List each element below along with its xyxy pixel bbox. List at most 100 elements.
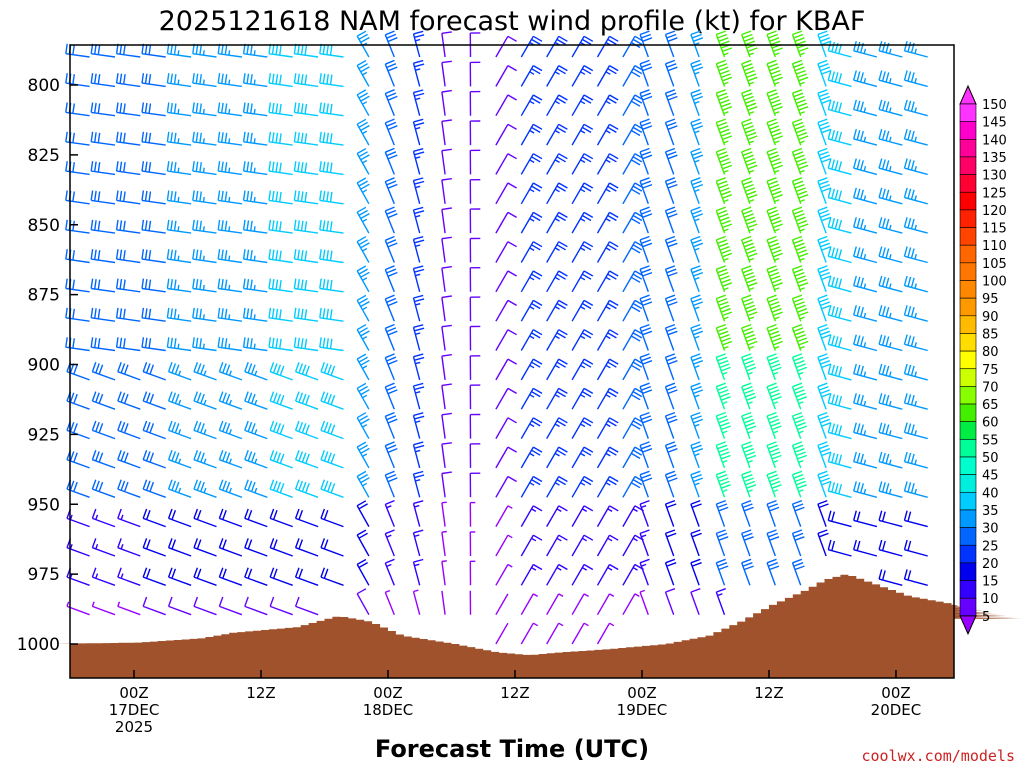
colorbar-label: 35	[982, 504, 999, 519]
wind-barb	[596, 241, 619, 263]
wind-barb	[294, 391, 319, 410]
wind-barb	[622, 417, 644, 439]
wind-barb	[903, 363, 928, 381]
credit-link[interactable]: coolwx.com/models	[861, 747, 1015, 765]
wind-barb	[827, 129, 852, 146]
terrain-layer	[46, 574, 1023, 678]
wind-barb	[495, 241, 517, 263]
wind-barb	[441, 383, 452, 410]
wind-barb	[320, 567, 344, 586]
wind-barb	[166, 73, 192, 88]
wind-barb	[115, 337, 141, 352]
wind-barb	[167, 479, 192, 498]
wind-barb	[412, 89, 425, 116]
wind-barb	[741, 235, 758, 263]
wind-barb	[903, 305, 928, 322]
wind-barb	[596, 505, 619, 527]
wind-barb	[546, 299, 568, 322]
wind-barb	[441, 207, 452, 234]
wind-barb	[878, 539, 903, 557]
wind-barb	[853, 129, 878, 146]
wind-barb	[117, 420, 141, 440]
wind-barb	[903, 246, 928, 264]
wind-barb	[269, 362, 293, 381]
wind-barb	[664, 441, 678, 469]
wind-barb	[90, 219, 116, 234]
wind-barb	[141, 190, 166, 205]
wind-barb	[117, 450, 141, 469]
wind-barb	[827, 41, 852, 58]
wind-barb	[441, 324, 452, 351]
wind-barb	[441, 560, 447, 586]
wind-barb	[690, 470, 704, 498]
wind-barb	[242, 249, 268, 264]
wind-barb	[715, 499, 729, 527]
wind-barb	[469, 531, 476, 557]
wind-barb	[622, 153, 644, 175]
wind-barb	[571, 387, 594, 410]
wind-barb	[167, 450, 192, 469]
wind-barb	[878, 70, 903, 88]
wind-barb	[115, 102, 141, 117]
wind-barb	[639, 177, 653, 205]
wind-barb	[664, 558, 677, 586]
wind-barb	[384, 294, 398, 322]
wind-barb	[441, 590, 446, 615]
wind-barb	[244, 420, 268, 440]
wind-barb	[356, 89, 370, 117]
wind-barb	[412, 382, 425, 410]
wind-barb	[817, 411, 832, 439]
wind-barb	[115, 307, 141, 322]
wind-barb	[664, 59, 678, 87]
x-tick-label: 18DEC	[363, 701, 414, 719]
wind-barb	[293, 190, 319, 205]
wind-barb	[495, 475, 517, 498]
wind-barb	[571, 593, 589, 616]
wind-barb	[715, 323, 733, 351]
wind-barb	[495, 153, 517, 175]
wind-barb	[853, 481, 878, 498]
wind-barb	[903, 99, 928, 117]
wind-barb	[167, 391, 192, 410]
wind-barb	[217, 102, 242, 117]
wind-barb	[715, 529, 729, 557]
wind-barb	[469, 325, 481, 351]
wind-barb	[817, 177, 832, 205]
wind-barb	[384, 59, 398, 87]
wind-barb	[141, 278, 166, 293]
wind-barb	[384, 323, 398, 351]
wind-barb	[441, 236, 452, 263]
wind-barb	[690, 411, 704, 439]
plot-frame	[69, 44, 955, 679]
wind-barb	[293, 43, 319, 58]
colorbar-label: 90	[982, 310, 999, 325]
wind-barb	[218, 567, 243, 586]
wind-barb	[242, 219, 268, 234]
wind-barb	[903, 481, 928, 498]
wind-barb	[242, 307, 268, 322]
wind-barb	[853, 422, 878, 440]
wind-barb	[142, 450, 166, 469]
wind-barb	[596, 211, 619, 234]
colorbar-label: 135	[982, 151, 1007, 166]
colorbar-swatch	[959, 333, 977, 352]
wind-barb	[520, 64, 543, 87]
y-tick-label: 925	[28, 425, 60, 445]
wind-barb	[166, 307, 192, 322]
wind-barb	[571, 35, 594, 58]
wind-barb	[90, 337, 116, 352]
wind-barb	[441, 89, 452, 116]
y-tick-label: 825	[28, 146, 60, 166]
colorbar-label: 140	[982, 133, 1007, 148]
wind-barb	[690, 265, 704, 293]
wind-barb	[664, 323, 678, 351]
wind-barb	[596, 182, 619, 205]
wind-barb	[596, 622, 615, 645]
wind-barb	[766, 59, 783, 87]
colorbar-label: 85	[982, 327, 999, 342]
wind-barb	[217, 190, 242, 205]
wind-barb	[571, 94, 594, 117]
wind-barb	[596, 270, 619, 293]
wind-barb	[269, 596, 293, 616]
wind-barb	[878, 129, 903, 146]
